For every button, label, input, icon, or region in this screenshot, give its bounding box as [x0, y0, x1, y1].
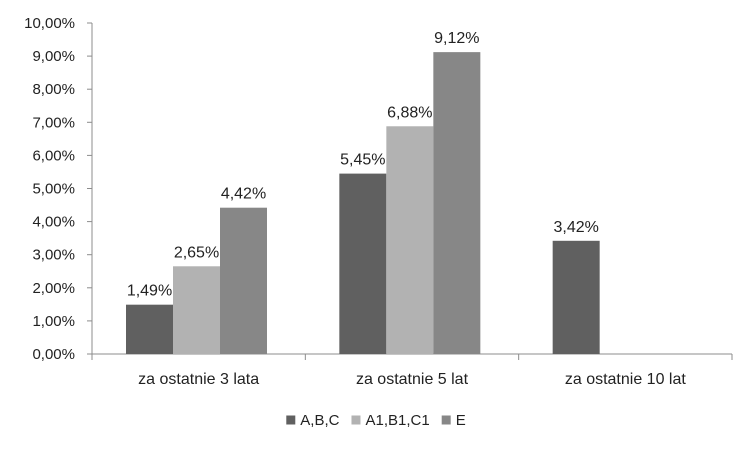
- legend-label: A1,B1,C1: [365, 412, 429, 429]
- y-tick-label: 7,00%: [32, 114, 75, 131]
- x-tick-label: za ostatnie 3 lata: [138, 371, 259, 388]
- x-tick-label: za ostatnie 5 lat: [356, 371, 469, 388]
- data-label: 9,12%: [434, 30, 479, 47]
- bar: [173, 266, 220, 354]
- bar: [433, 52, 481, 355]
- y-tick-label: 3,00%: [32, 247, 75, 264]
- bar: [339, 173, 387, 354]
- y-tick-label: 4,00%: [32, 214, 75, 231]
- legend-label: A,B,C: [300, 412, 339, 429]
- legend-swatch: [351, 415, 361, 425]
- y-tick-label: 9,00%: [32, 48, 75, 65]
- bar: [126, 304, 173, 354]
- y-tick-label: 6,00%: [32, 147, 75, 164]
- y-tick-label: 0,00%: [32, 346, 75, 363]
- bar: [386, 126, 434, 354]
- legend-swatch: [286, 415, 296, 425]
- data-label: 2,65%: [174, 244, 219, 261]
- y-tick-label: 2,00%: [32, 280, 75, 297]
- data-labels: 1,49% 5,45% 3,42% 2,65% 6,88% 4,42% 9,12%: [127, 30, 599, 300]
- data-label: 6,88%: [387, 104, 432, 121]
- x-tick-label: za ostatnie 10 lat: [565, 371, 687, 388]
- data-label: 3,42%: [553, 219, 598, 236]
- x-axis: za ostatnie 3 lata za ostatnie 5 lat za os…: [91, 353, 733, 388]
- bar: [220, 207, 267, 354]
- y-tick-label: 1,00%: [32, 313, 75, 330]
- data-label: 1,49%: [127, 283, 172, 300]
- bars: [126, 52, 600, 355]
- data-label: 4,42%: [221, 186, 266, 203]
- y-tick-label: 5,00%: [32, 181, 75, 198]
- bar: [552, 240, 600, 354]
- y-tick-label: 8,00%: [32, 81, 75, 98]
- legend-swatch: [441, 415, 451, 425]
- y-axis: 0,00% 1,00% 2,00% 3,00% 4,00% 5,00% 6,00% 7,00%…: [24, 15, 93, 363]
- legend-label: E: [456, 412, 466, 429]
- data-label: 5,45%: [340, 152, 385, 169]
- legend: A,B,C A1,B1,C1 E: [286, 412, 466, 429]
- y-tick-label: 10,00%: [24, 15, 75, 32]
